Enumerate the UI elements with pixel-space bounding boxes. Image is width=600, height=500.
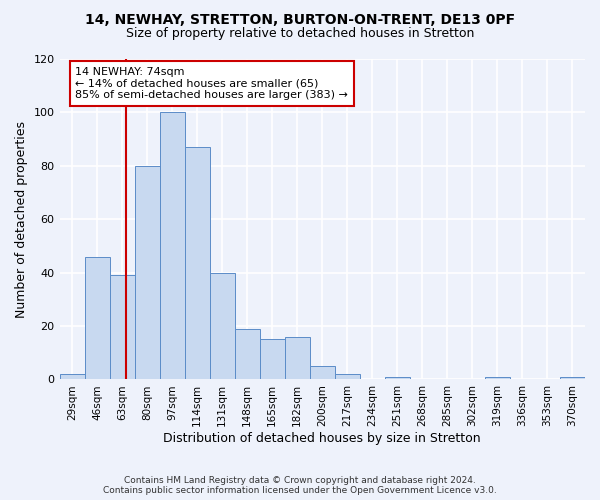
Bar <box>59 374 85 380</box>
Bar <box>185 147 209 380</box>
Bar <box>260 340 285 380</box>
Y-axis label: Number of detached properties: Number of detached properties <box>15 120 28 318</box>
Text: 14, NEWHAY, STRETTON, BURTON-ON-TRENT, DE13 0PF: 14, NEWHAY, STRETTON, BURTON-ON-TRENT, D… <box>85 12 515 26</box>
Bar <box>85 256 110 380</box>
Text: Contains HM Land Registry data © Crown copyright and database right 2024.
Contai: Contains HM Land Registry data © Crown c… <box>103 476 497 495</box>
Text: 14 NEWHAY: 74sqm
← 14% of detached houses are smaller (65)
85% of semi-detached : 14 NEWHAY: 74sqm ← 14% of detached house… <box>76 67 348 100</box>
Bar <box>485 377 510 380</box>
Bar <box>209 272 235 380</box>
X-axis label: Distribution of detached houses by size in Stretton: Distribution of detached houses by size … <box>163 432 481 445</box>
Bar <box>560 377 585 380</box>
Bar <box>160 112 185 380</box>
Bar <box>134 166 160 380</box>
Bar <box>235 328 260 380</box>
Bar <box>285 336 310 380</box>
Text: Size of property relative to detached houses in Stretton: Size of property relative to detached ho… <box>126 28 474 40</box>
Bar <box>310 366 335 380</box>
Bar <box>110 276 134 380</box>
Bar <box>385 377 410 380</box>
Bar <box>335 374 360 380</box>
